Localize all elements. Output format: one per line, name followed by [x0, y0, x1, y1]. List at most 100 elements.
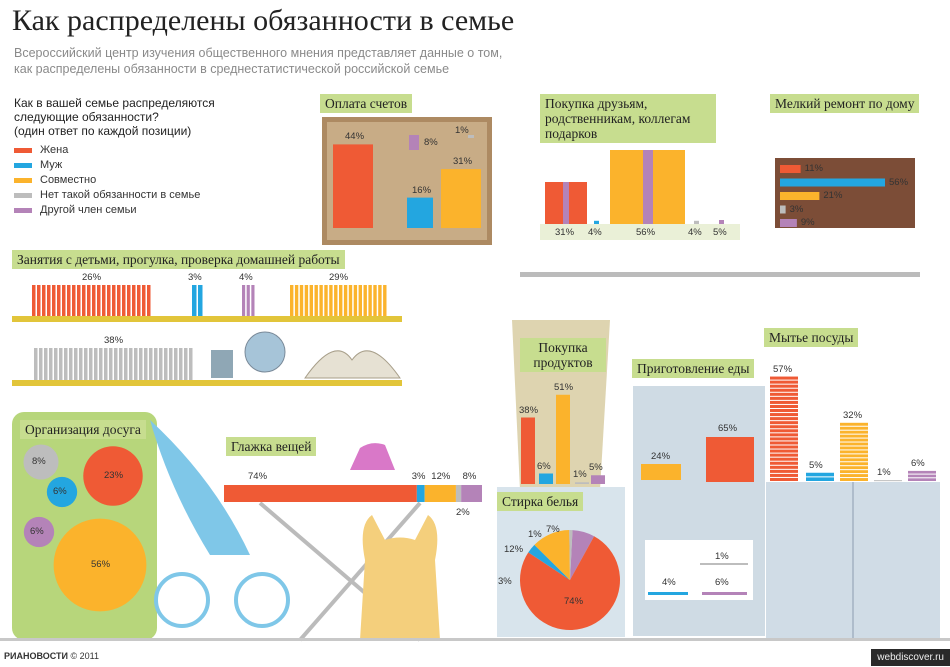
- plate-bar: [770, 425, 798, 429]
- book-bar: [79, 348, 83, 380]
- data-label: 56%: [91, 559, 111, 570]
- copyright: © 2011: [70, 651, 100, 661]
- label-gifts: Покупка друзьям, родственникам, коллегам…: [540, 94, 716, 143]
- plate-bar: [770, 392, 798, 396]
- legend-label: Нет такой обязанности в семье: [40, 189, 201, 201]
- bar: [539, 473, 553, 484]
- question-line-2: следующие обязанности?: [14, 110, 159, 124]
- pie-slice: [528, 544, 570, 580]
- data-label: 56%: [636, 227, 656, 238]
- book-bar: [189, 348, 193, 380]
- plate-bar: [840, 438, 868, 442]
- bar: [594, 220, 599, 224]
- bar: [780, 165, 801, 173]
- plate-bar: [770, 445, 798, 449]
- data-label: 24%: [651, 451, 671, 462]
- book-bar: [102, 285, 106, 316]
- plate-bar: [840, 434, 868, 438]
- data-label: 4%: [588, 227, 602, 238]
- plate-bar: [840, 446, 868, 450]
- data-label: 3%: [188, 272, 202, 283]
- book-bar: [314, 285, 318, 316]
- book-bar: [251, 285, 255, 316]
- globe: [244, 331, 286, 373]
- book-bar: [368, 285, 372, 316]
- bar: [780, 178, 885, 187]
- stack-segment: [461, 485, 482, 502]
- plate-bar: [908, 470, 936, 474]
- bubble: [46, 476, 78, 508]
- data-label: 51%: [554, 381, 574, 393]
- legend-swatch: [14, 177, 32, 183]
- book-bar: [363, 285, 367, 316]
- iron: [350, 443, 395, 470]
- book-bar: [59, 348, 63, 380]
- legend-swatch: [14, 192, 32, 198]
- book-bar: [94, 348, 98, 380]
- data-label: 6%: [911, 457, 925, 469]
- bar: [780, 205, 786, 214]
- pencil-cup: [211, 350, 233, 378]
- plate-bar: [770, 388, 798, 392]
- book-bar: [109, 348, 113, 380]
- book-bar: [309, 285, 313, 316]
- book-bar: [72, 285, 76, 316]
- book-bar: [184, 348, 188, 380]
- book-bar: [69, 348, 73, 380]
- data-label: 38%: [104, 335, 124, 346]
- data-label: 6%: [537, 460, 551, 472]
- book-bar: [57, 285, 61, 316]
- book-bar: [132, 285, 136, 316]
- book-bar: [383, 285, 387, 316]
- bubble: [23, 444, 59, 480]
- book-bar: [92, 285, 96, 316]
- book-bar: [49, 348, 53, 380]
- pan-bar: [641, 464, 681, 480]
- stack-segment: [224, 485, 417, 502]
- book-bar: [134, 348, 138, 380]
- plate-bar: [840, 462, 868, 466]
- plate-bar: [840, 422, 868, 426]
- book-bar: [82, 285, 86, 316]
- label-ironing: Глажка вещей: [226, 437, 317, 456]
- data-label: 4%: [688, 227, 702, 238]
- bubble: [53, 518, 147, 612]
- bar: [694, 220, 699, 224]
- bar: [521, 417, 535, 484]
- plate-bar: [770, 413, 798, 417]
- book-bar: [329, 285, 333, 316]
- plate-bar: [770, 400, 798, 404]
- book-bar: [124, 348, 128, 380]
- plate-bar: [770, 461, 798, 465]
- bubble: [23, 516, 55, 548]
- book-bar: [129, 348, 133, 380]
- data-label: 31%: [555, 227, 575, 238]
- data-label: 1%: [528, 529, 542, 540]
- book-bar: [154, 348, 158, 380]
- plate-bar: [770, 453, 798, 457]
- book-bar: [159, 348, 163, 380]
- plate-bar: [908, 478, 936, 481]
- bar: [780, 219, 797, 227]
- cat: [360, 515, 440, 640]
- data-label: 3%: [789, 203, 804, 215]
- plate-bar: [840, 426, 868, 430]
- plate-bar: [770, 457, 798, 461]
- book-bar: [77, 285, 81, 316]
- book-bar: [144, 348, 148, 380]
- data-label: 38%: [519, 404, 539, 416]
- book-bar: [149, 348, 153, 380]
- book-bar: [169, 348, 173, 380]
- plate-bar: [770, 441, 798, 445]
- data-label: 7%: [546, 524, 560, 535]
- book-bar: [84, 348, 88, 380]
- label-repair: Мелкий ремонт по дому: [770, 94, 920, 113]
- data-label: 12%: [504, 544, 524, 555]
- book-bar: [304, 285, 309, 316]
- legend-label: Жена: [40, 144, 69, 156]
- bar: [556, 394, 570, 484]
- plate-bar: [840, 430, 868, 434]
- book-bar: [87, 285, 91, 316]
- legend-label: Совместно: [40, 174, 97, 186]
